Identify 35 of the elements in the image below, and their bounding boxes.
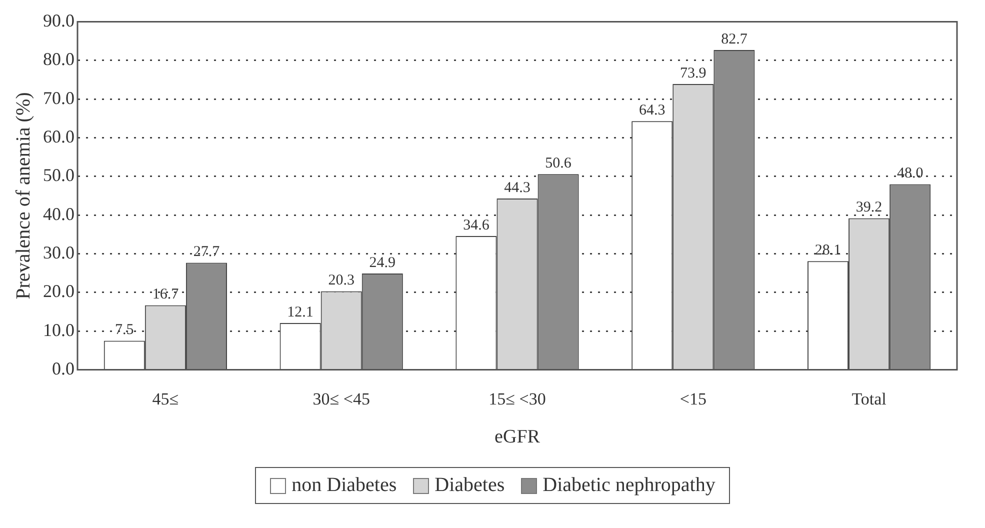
data-label: 12.1: [287, 304, 314, 320]
legend-label: Diabetic nephropathy: [542, 474, 716, 497]
y-tick-label: 80.0: [43, 49, 74, 70]
data-label: 64.3: [638, 102, 666, 119]
data-label: 44.3: [504, 180, 530, 196]
y-tick-label: 40.0: [43, 204, 74, 224]
y-tick-label: 50.0: [43, 165, 74, 186]
data-label: 28.1: [814, 242, 842, 259]
y-tick-label: 70.0: [43, 88, 74, 108]
data-label: 20.3: [328, 272, 354, 289]
y-tick-label: 30.0: [43, 242, 74, 263]
data-label: 73.9: [680, 65, 706, 82]
data-label: 24.9: [369, 254, 396, 271]
data-label: 39.2: [856, 200, 882, 216]
y-tick-label: 10.0: [43, 320, 74, 340]
data-label: 82.7: [721, 31, 748, 48]
x-tick-label: 45≤: [152, 389, 179, 408]
data-label: 50.6: [545, 156, 572, 172]
x-tick-label: 15≤ <30: [488, 389, 546, 408]
x-axis-title: eGFR: [494, 426, 540, 448]
y-tick-label: 60.0: [43, 126, 74, 147]
y-tick-label: 0.0: [52, 358, 74, 379]
data-label: 27.7: [193, 244, 220, 260]
x-tick-label: 30≤ <45: [312, 389, 370, 408]
data-label: 48.0: [896, 166, 924, 182]
x-tick-label: <15: [680, 389, 706, 408]
y-tick-label: 20.0: [43, 281, 74, 302]
data-label: 7.5: [115, 322, 134, 338]
legend-label: non Diabetes: [292, 474, 397, 497]
legend-label: Diabetes: [434, 474, 505, 497]
data-label: 16.7: [152, 286, 180, 303]
x-tick-label: Total: [852, 389, 887, 408]
y-axis-title: Prevalence of anemia (%): [12, 92, 34, 300]
y-tick-label: 90.0: [43, 10, 74, 31]
data-label: 34.6: [463, 217, 490, 234]
